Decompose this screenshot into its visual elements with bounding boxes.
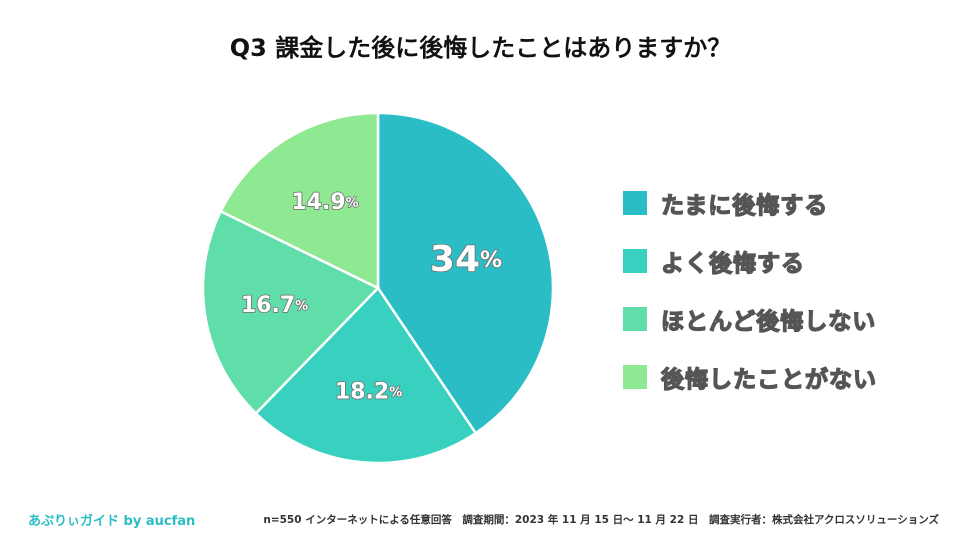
pie-data-value-2: 18.2 [335,380,389,405]
legend-swatch-2 [623,249,647,273]
pie-data-value-4: 14.9 [291,190,345,215]
pie-chart: 34%18.2%16.7%14.9% [201,111,555,465]
pie-slice-3 [201,209,381,416]
pie-data-unit-1: % [480,248,502,273]
pie-slice-4 [219,111,380,291]
legend-label-1: たまに後悔する [660,192,829,219]
pie-data-unit-3: % [295,299,308,314]
pie-data-label-4: 14.9% [291,190,358,215]
legend-item-3: ほとんど後悔しない [623,304,877,336]
chart-title: Q3 課金した後に後悔したことはありますか？ [229,34,732,62]
legend-label-2: よく後悔する [660,250,805,277]
legend-item-1: たまに後悔する [623,188,877,220]
legend-swatch-1 [623,191,647,215]
legend-label-3: ほとんど後悔しない [660,308,877,335]
pie-data-value-1: 34 [430,239,480,280]
legend-item-2: よく後悔する [623,246,877,278]
pie-data-unit-2: % [389,385,402,400]
legend-item-4: 後悔したことがない [623,362,877,394]
legend-label-4: 後悔したことがない [660,366,877,393]
legend-swatch-4 [623,365,647,389]
pie-data-label-1: 34% [430,239,502,280]
brand-logo-text: あぷりぃガイド by aucfan [28,514,196,529]
pie-slice-2 [254,286,478,465]
legend: たまに後悔する よく後悔する ほとんど後悔しない 後悔したことがない [623,188,877,420]
pie-data-label-3: 16.7% [241,293,308,318]
survey-footnote: n=550 インターネットによる任意回答 調査期間：2023 年 11 月 15… [263,514,939,526]
pie-data-value-3: 16.7 [241,293,295,318]
pie-data-unit-4: % [346,196,359,211]
legend-swatch-3 [623,307,647,331]
pie-data-label-2: 18.2% [335,380,402,405]
pie-slice-1 [376,111,555,435]
